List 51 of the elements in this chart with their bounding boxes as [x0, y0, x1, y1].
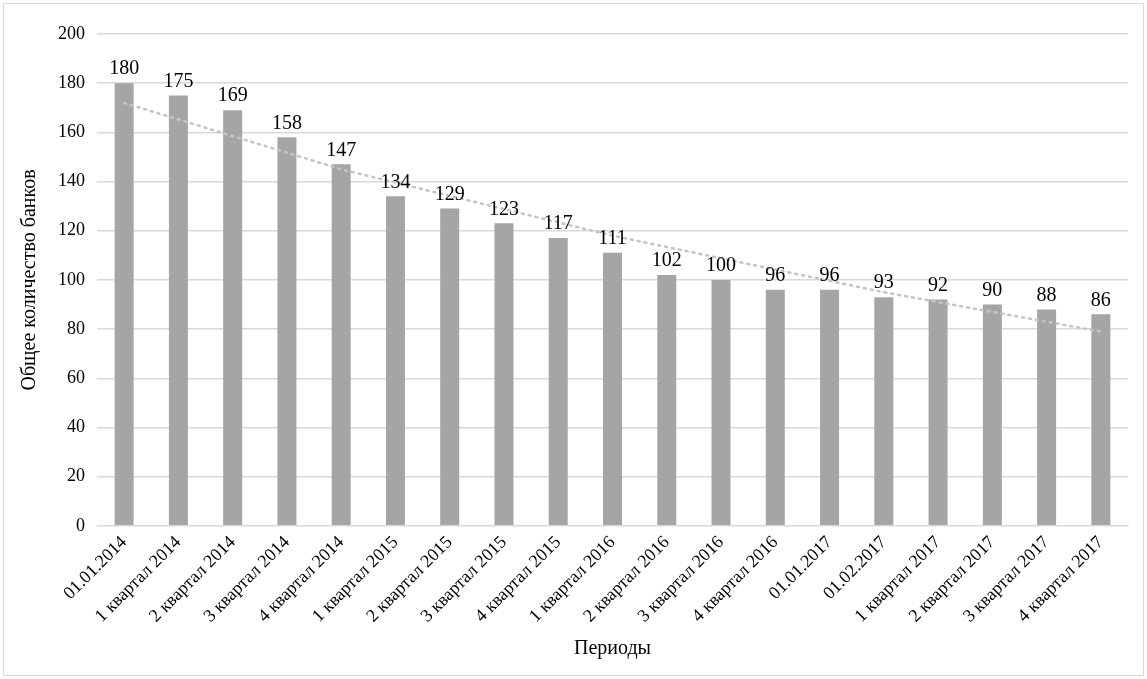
bar — [928, 299, 948, 526]
bar — [277, 137, 297, 526]
bar — [1091, 314, 1111, 526]
y-tick-label: 100 — [58, 268, 85, 289]
data-label: 96 — [819, 263, 840, 286]
bar — [331, 164, 351, 526]
y-tick-label: 200 — [58, 22, 85, 43]
data-label: 92 — [928, 272, 949, 295]
bar — [820, 289, 840, 526]
bar — [494, 223, 514, 526]
y-tick-label: 60 — [67, 367, 85, 388]
data-label: 111 — [598, 226, 627, 249]
data-label: 90 — [982, 277, 1003, 300]
y-tick-label: 140 — [58, 170, 85, 191]
data-label: 102 — [651, 248, 682, 271]
data-label: 158 — [271, 110, 302, 133]
y-tick-label: 180 — [58, 71, 85, 92]
bar — [765, 289, 785, 526]
data-label: 129 — [434, 181, 465, 204]
data-label: 147 — [326, 137, 357, 160]
data-label: 180 — [109, 56, 140, 79]
y-tick-label: 160 — [58, 121, 85, 142]
bar — [874, 297, 894, 526]
data-label: 93 — [873, 270, 894, 293]
y-tick-label: 120 — [58, 219, 85, 240]
x-axis-title: Периоды — [573, 636, 652, 660]
y-tick-label: 80 — [67, 317, 85, 338]
y-tick-label: 20 — [67, 465, 85, 486]
y-tick-label: 0 — [76, 514, 85, 535]
bar — [711, 279, 731, 526]
data-label: 100 — [706, 253, 737, 276]
bar — [440, 208, 460, 526]
bar — [114, 83, 134, 526]
data-label: 88 — [1036, 282, 1057, 305]
bar — [223, 110, 243, 526]
data-label: 117 — [543, 211, 573, 234]
data-label: 96 — [765, 263, 786, 286]
bar — [1037, 309, 1057, 526]
bar — [603, 252, 622, 526]
bar — [548, 238, 568, 526]
bar — [385, 196, 405, 526]
data-label: 123 — [488, 196, 519, 219]
data-label: 175 — [163, 68, 194, 91]
bar — [657, 275, 677, 526]
y-tick-label: 40 — [67, 416, 85, 437]
y-axis-title: Общее количество банков — [17, 169, 41, 391]
data-label: 86 — [1090, 287, 1111, 310]
bar — [168, 95, 188, 526]
bar — [982, 304, 1002, 526]
data-label: 169 — [217, 83, 248, 106]
data-label: 134 — [380, 169, 411, 192]
